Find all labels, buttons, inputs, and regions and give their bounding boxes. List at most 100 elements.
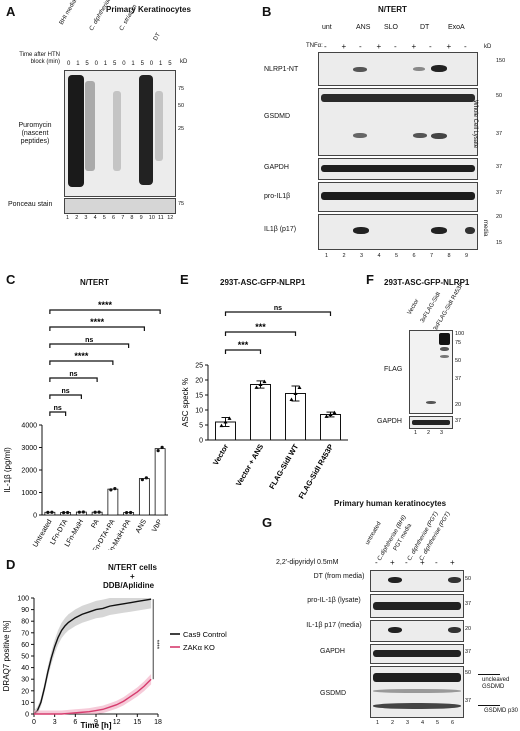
y-tick-label: 30 [21,677,29,684]
significance-label: *** [238,340,249,350]
lane-number: 2 [427,430,431,436]
panel-title: Primary human keratinocytes [334,499,447,508]
lane-number: 7 [121,215,125,221]
treat-sign: + [390,558,395,567]
arrow-label: uncleaved GSDMD [482,677,510,690]
panel-letter: A [6,4,16,19]
panel-title: N/TERT [378,5,407,14]
x-tick-label: 15 [133,719,141,726]
row-label: GSDMD [320,690,347,697]
gapdh-blot [409,416,453,429]
comparison-bracket [224,311,332,316]
time-value: 5 [140,61,144,67]
mw-marker: 37 [496,131,503,137]
y-tick-label: 10 [21,700,29,707]
data-point [227,416,232,420]
mw-marker: 50 [465,670,472,676]
bar [250,384,271,441]
kd-label: kD [180,59,188,65]
row-label: Ponceau stain [8,201,53,208]
group-label: C. diphtheriae [88,0,113,32]
mw-marker: 50 [496,93,503,99]
data-point [328,412,333,416]
data-point [140,478,144,482]
data-point [81,510,85,514]
series-line [34,678,152,715]
lane-number: 4 [377,253,381,259]
mw-marker: 20 [455,402,462,408]
gsdmd-blot [370,666,464,718]
lane-number: 2 [342,253,346,259]
nlrp1-blot [318,52,478,86]
significance-label: **** [153,640,159,650]
arrow-icon [478,674,500,675]
row-label: pro-IL1β [264,193,291,200]
mw-marker: 50 [178,103,185,109]
time-value: 0 [67,61,71,67]
bar [75,511,87,516]
bar [123,512,135,516]
arrow-label: GSDMD p30 [484,708,519,714]
y-tick-label: 4000 [21,423,37,430]
lane-number: 6 [451,720,455,726]
lane-number: 3 [406,720,410,726]
row-label: GAPDH [320,648,345,655]
tnf-sign: - [324,42,327,51]
mw-marker: 37 [455,418,462,424]
tnf-sign: - [429,42,432,51]
row-label: pro-IL-1β (lysate) [307,597,361,604]
time-value: 5 [85,61,89,67]
lane-number: 8 [447,253,451,259]
significance-label: ns [274,305,282,312]
treat-sign: - [435,558,438,567]
y-axis-label: IL-1β (pg/ml) [3,447,12,493]
tnf-label: TNFα: [306,43,323,49]
x-tick-label: 0 [32,719,36,726]
bar [154,448,166,516]
treat-label: 2,2'-dipyridyl 0.5mM [276,559,339,566]
lane-number: 5 [395,253,399,259]
y-axis-label: DRAQ7 positive [%] [2,621,11,692]
data-point [254,385,259,389]
x-tick-label: FLAG-SidI WT [267,442,300,491]
panel-title: N/TERT [80,278,109,287]
significance-label: **** [90,317,105,327]
lane-number: 6 [412,253,416,259]
lane-number: 4 [93,215,97,221]
panel-letter: B [262,4,272,19]
bar [320,414,341,441]
y-tick-label: 90 [21,607,29,614]
lane-number: 3 [360,253,364,259]
x-tick-label: FLAG-SidI R453P [297,443,336,501]
side-label: media [482,220,488,237]
mw-marker: 75 [178,86,185,92]
mw-marker: 37 [465,649,472,655]
significance-label: **** [74,351,89,361]
mw-marker: 50 [465,576,472,582]
il1b-p17-blot [318,214,478,250]
series-band [34,673,152,714]
x-tick-label: ANS [135,518,148,534]
y-tick-label: 70 [21,630,29,637]
time-value: 1 [159,61,163,67]
pro-il1b-blot [318,182,478,212]
comparison-bracket [49,326,145,331]
comparison-bracket [49,377,98,382]
row-label: Puromycin (nascent peptides) [18,122,52,145]
x-tick-label: Vector [211,442,230,466]
tnf-sign: + [411,42,417,51]
x-tick-label: 3 [53,719,57,726]
treat-sign: + [420,558,425,567]
comparison-bracket [224,331,297,336]
lane-number: 8 [130,215,134,221]
lane-number: 3 [84,215,88,221]
mw-marker: 25 [178,126,185,132]
time-value: 1 [131,61,135,67]
row-label: DT (from media) [313,573,365,580]
lane-label: Vector [406,298,421,316]
lane-number: 4 [421,720,425,726]
data-point [160,445,164,449]
x-tick-label: 9 [94,719,98,726]
group-label: unt [322,24,332,31]
puromycin-blot [64,70,176,197]
